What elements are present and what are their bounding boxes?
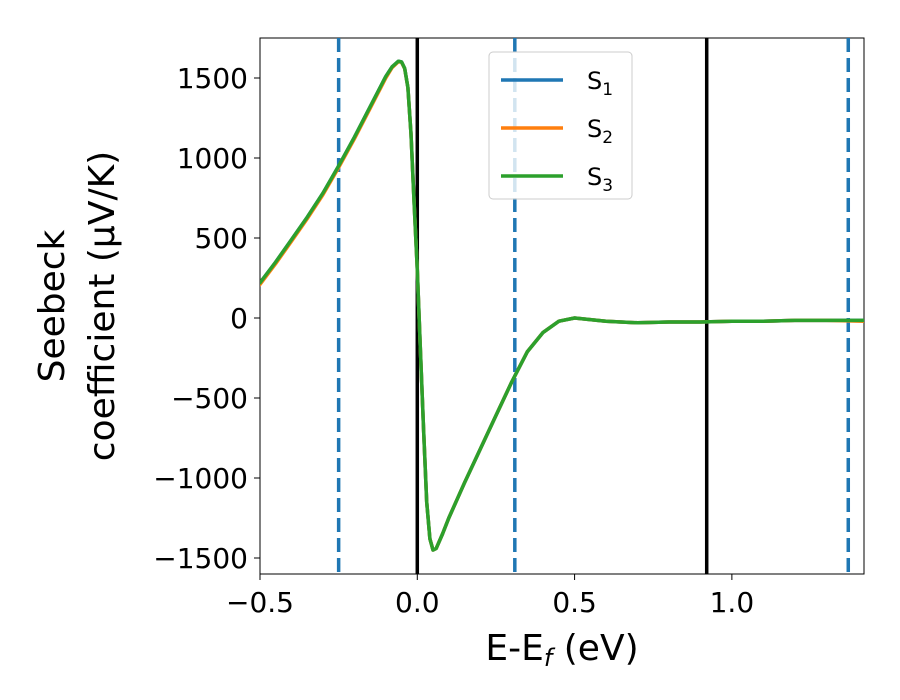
legend-label-s2: S2: [587, 115, 613, 148]
y-axis-label-line1: Seebeck: [32, 229, 73, 382]
legend-label-s3: S3: [587, 163, 613, 196]
y-tick-label: 0: [230, 302, 248, 335]
legend-label-s1: S1: [587, 67, 613, 100]
y-tick-label: −1000: [153, 462, 248, 495]
y-axis-label-line2: coefficient (μV/K): [82, 151, 123, 461]
x-tick-label: 0.0: [395, 586, 440, 619]
y-tick-label: −500: [171, 382, 248, 415]
x-axis-label: E-Ef (eV): [485, 628, 638, 672]
y-tick-label: −1500: [153, 542, 248, 575]
y-tick-label: 1000: [177, 142, 248, 175]
y-tick-label: 500: [195, 222, 248, 255]
series-line-s3: [260, 59, 864, 552]
x-tick-label: −0.5: [226, 586, 294, 619]
y-tick-label: 1500: [177, 62, 248, 95]
legend: S1 S2 S3: [488, 51, 633, 200]
x-axis: −0.5 0.0 0.5 1.0: [226, 574, 754, 619]
series-lines: [260, 59, 864, 552]
legend-box: [488, 51, 633, 200]
plot-area: [259, 37, 865, 575]
plot-frame: [259, 37, 865, 575]
x-tick-label: 1.0: [710, 586, 755, 619]
x-tick-label: 0.5: [552, 586, 597, 619]
y-axis: −1500 −1000 −500 0 500 1000 1500: [153, 62, 260, 575]
legend-items: S1 S2 S3: [501, 67, 613, 196]
